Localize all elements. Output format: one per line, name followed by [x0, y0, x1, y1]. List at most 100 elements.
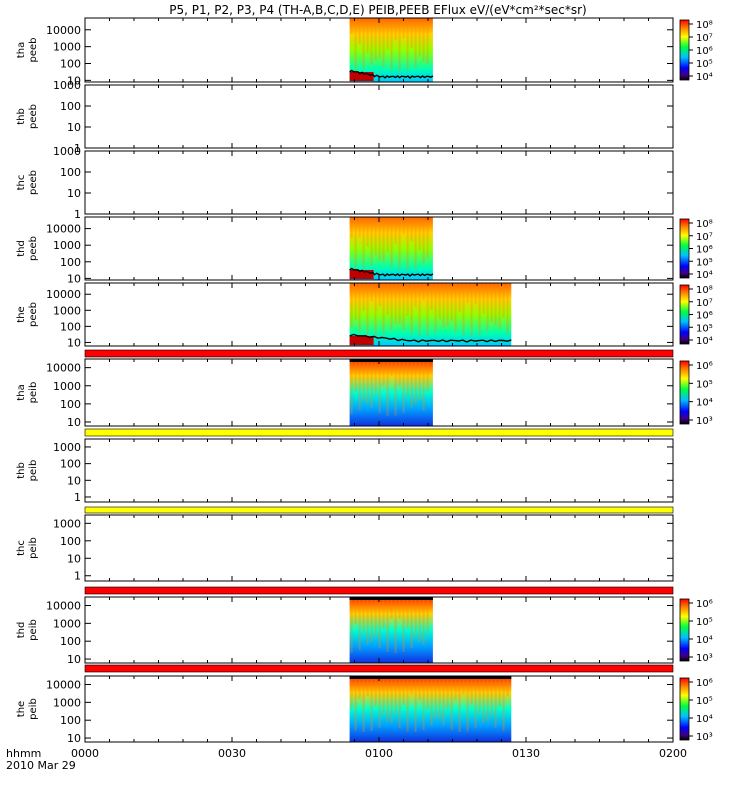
y-tick-label: 1000 [53, 441, 81, 454]
spectrogram-stripe [366, 217, 369, 247]
y-tick-label: 1 [74, 491, 81, 504]
spectrogram-stripe [386, 359, 389, 416]
spectrogram-stripe [450, 283, 453, 321]
spectrogram-stripe [406, 676, 409, 732]
spectrogram-stripe [446, 676, 449, 711]
spectrogram-stripe [382, 283, 385, 335]
colorbar-tick-label: 10⁸ [696, 219, 713, 230]
spectrogram-stripe [462, 283, 465, 336]
spectrogram-stripe [418, 18, 421, 57]
spectrogram-stripe [422, 359, 425, 411]
y-axis-label-probe: thd [16, 240, 27, 257]
spectrogram-stripe [422, 676, 425, 730]
spectrogram-stripe [486, 676, 489, 722]
spectrogram-stripe [410, 597, 413, 648]
colorbar [679, 598, 690, 662]
colorbar [679, 284, 690, 345]
spectrogram-stripe [390, 283, 393, 331]
y-axis-label-probe: tha [16, 42, 27, 58]
spacecraft-potential-line [349, 69, 434, 79]
spectrogram-stripe [378, 18, 381, 58]
y-tick-label: 1 [74, 142, 81, 155]
spectrogram-stripe [462, 676, 465, 695]
spectrogram-stripe [350, 676, 353, 709]
spectrogram-stripe [490, 283, 493, 323]
y-axis-label-product: peib [28, 537, 39, 559]
y-tick-label: 10 [67, 336, 81, 349]
spectrogram-stripe [402, 283, 405, 330]
spectrogram-stripe [394, 217, 397, 244]
y-tick-label: 10000 [46, 679, 81, 692]
spectrogram-stripe [358, 676, 361, 700]
panel-thd-peib: 10 100 1000 10000 thd peib 10³ 10⁴ 10⁵ 10⁶ [16, 596, 713, 666]
y-axis-label-product: peeb [28, 38, 39, 63]
spectrogram-stripe [414, 676, 417, 732]
spectrogram-stripe [478, 676, 481, 714]
spectrogram-stripe [386, 283, 389, 316]
y-tick-label: 1000 [53, 145, 81, 158]
colorbar-tick-label: 10⁴ [696, 270, 713, 281]
spectrogram-stripe [406, 597, 409, 629]
y-axis-label-probe: thd [16, 622, 27, 639]
y-tick-label: 100 [60, 714, 81, 727]
spectrogram-stripe [350, 359, 353, 415]
x-tick-label: 0130 [512, 747, 540, 760]
spectrogram-stripe [370, 597, 373, 642]
spectrogram-stripe [350, 597, 353, 653]
spectrogram-stripe [382, 359, 385, 386]
spectrogram-stripe [362, 359, 365, 401]
spectrogram-stripe [398, 597, 401, 619]
y-axis-label-product: peib [28, 698, 39, 720]
spectrogram-stripe [378, 597, 381, 648]
y-tick-label: 1000 [53, 517, 81, 530]
spectrogram-stripe [378, 359, 381, 414]
spectrogram-stripe [402, 359, 405, 413]
spectrogram-stripe [474, 676, 477, 729]
y-tick-label: 10 [67, 187, 81, 200]
colorbar-tick-label: 10³ [696, 416, 713, 427]
y-axis-label-product: peeb [28, 170, 39, 195]
colorbar-tick-label: 10⁸ [696, 20, 713, 31]
spectrogram-stripe [422, 283, 425, 301]
spectrogram-stripe [366, 359, 369, 404]
spectrogram-stripe [402, 18, 405, 39]
y-tick-label: 10 [67, 552, 81, 565]
spectrogram-stripe [410, 283, 413, 335]
y-tick-label: 10 [67, 653, 81, 666]
spectrogram-stripe [398, 217, 401, 271]
spectrogram-stripe [390, 676, 393, 723]
spectrogram-stripe [402, 217, 405, 234]
spectrogram-stripe [418, 283, 421, 337]
spectrogram-stripe [382, 676, 385, 716]
spectrogram-stripe [502, 676, 505, 732]
spectrogram-top-line [349, 676, 512, 679]
y-tick-label: 100 [60, 635, 81, 648]
spectrogram-stripe [478, 283, 481, 336]
spectrogram-stripe [458, 676, 461, 732]
spectrogram-stripe [494, 283, 497, 326]
colorbar-tick-label: 10³ [696, 732, 713, 743]
spectrogram-stripe [482, 283, 485, 314]
y-axis-label-product: peeb [28, 302, 39, 327]
spectrogram-block [349, 283, 512, 346]
y-axis-label-probe: tha [16, 384, 27, 400]
panel-frame [84, 84, 674, 149]
y-tick-label: 10 [67, 74, 81, 87]
spectrogram-stripe [366, 18, 369, 53]
colorbar [679, 19, 690, 81]
spectrogram-stripe [374, 18, 377, 61]
colorbar-tick-label: 10⁵ [696, 379, 713, 390]
spectrogram-stripe [390, 217, 393, 268]
x-tick-label: 0030 [218, 747, 246, 760]
spectrogram-stripe [426, 283, 429, 336]
spectrogram-stripe [442, 283, 445, 328]
spectrogram-stripe [450, 676, 453, 730]
spectrogram-stripe [370, 359, 373, 409]
spectrogram-stripe [354, 676, 357, 731]
y-tick-label: 1 [74, 570, 81, 583]
panel-thc-peib: 1 10 100 1000 thc peib [16, 514, 674, 583]
spectrogram-stripe [354, 283, 357, 320]
spectrogram-stripe [358, 18, 361, 44]
